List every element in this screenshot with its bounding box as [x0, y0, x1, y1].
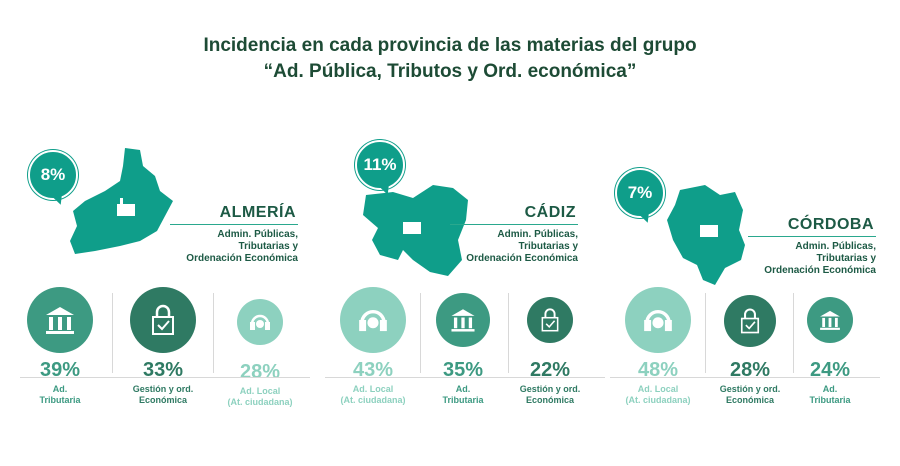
- stat-label: (At. ciudadana): [340, 395, 406, 405]
- stat-label: Económica: [725, 395, 774, 405]
- stat-percent: 24%: [809, 359, 851, 381]
- province-subtitle-line: Ordenación Económica: [186, 253, 298, 264]
- stat-item: 28% Gestión y ord. Económica: [710, 287, 790, 406]
- headset-icon: [237, 299, 283, 345]
- stat-item: 28% Ad. Local (At. ciudadana): [220, 287, 300, 408]
- lock-icon: [527, 297, 573, 343]
- headset-icon: [340, 287, 406, 353]
- stat-item: 48% Ad. Local (At. ciudadana): [618, 287, 698, 406]
- courthouse-icon: [436, 293, 490, 347]
- stat-item: 39% Ad. Tributaria: [20, 287, 100, 406]
- stat-label: Gestión y ord.: [132, 384, 194, 394]
- province-subtitle-line: Ordenación Económica: [466, 253, 578, 264]
- province-subtitle-line: Ordenación Económica: [764, 265, 876, 276]
- stat-label: Ad.: [822, 384, 838, 394]
- stat-percent: 48%: [637, 359, 679, 381]
- stat-label: (At. ciudadana): [227, 397, 293, 407]
- province-subtitle-line: Admin. Públicas,: [217, 229, 298, 240]
- stat-percent: 43%: [352, 359, 394, 381]
- stat-label: Ad.: [52, 384, 68, 394]
- province-panel-cadiz: 11% CÁDIZ Admin. Públicas, Tributarias y…: [325, 130, 615, 460]
- stat-label: Gestión y ord.: [519, 384, 581, 394]
- stat-item: 33% Gestión y ord. Económica: [123, 287, 203, 406]
- stat-percent: 35%: [442, 359, 484, 381]
- province-name: CÓRDOBA: [748, 216, 876, 237]
- stat-percent: 22%: [529, 359, 571, 381]
- stat-percent: 39%: [39, 359, 81, 381]
- stat-item: 24% Ad. Tributaria: [790, 287, 870, 406]
- province-name: CÁDIZ: [450, 204, 578, 225]
- percent-bubble: 11%: [355, 140, 405, 190]
- province-subtitle-line: Tributarias y: [238, 241, 298, 252]
- province-panel-cordoba: 7% CÓRDOBA Admin. Públicas, Tributarias …: [610, 130, 900, 460]
- province-name: ALMERÍA: [170, 204, 298, 225]
- stat-item: 35% Ad. Tributaria: [423, 287, 503, 406]
- stat-label: Gestión y ord.: [719, 384, 781, 394]
- page-title-line-1: Incidencia en cada provincia de las mate…: [203, 35, 697, 56]
- percent-bubble: 8%: [28, 150, 78, 200]
- stat-label: Ad. Local: [637, 384, 679, 394]
- province-subtitle-line: Admin. Públicas,: [795, 241, 876, 252]
- stat-label: Ad.: [455, 384, 471, 394]
- page-title-line-2: “Ad. Pública, Tributos y Ord. económica”: [263, 61, 637, 82]
- province-subtitle-line: Tributarias y: [816, 253, 876, 264]
- courthouse-icon: [807, 297, 853, 343]
- stat-label: Tributaria: [39, 395, 81, 405]
- lock-icon: [130, 287, 196, 353]
- stat-percent: 28%: [239, 361, 281, 383]
- stat-label: (At. ciudadana): [625, 395, 691, 405]
- stat-label: Tributaria: [809, 395, 851, 405]
- almeria-map-icon: [70, 148, 173, 254]
- stat-label: Económica: [525, 395, 574, 405]
- headset-icon: [625, 287, 691, 353]
- stat-label: Ad. Local: [352, 384, 394, 394]
- stat-item: 43% Ad. Local (At. ciudadana): [333, 287, 413, 406]
- province-panel-almeria: 8% ALMERÍA Admin. Públicas, Tributarias …: [20, 130, 310, 460]
- province-subtitle-line: Tributarias y: [518, 241, 578, 252]
- stat-label: Económica: [138, 395, 187, 405]
- stat-percent: 33%: [142, 359, 184, 381]
- province-subtitle-line: Admin. Públicas,: [497, 229, 578, 240]
- cordoba-map-icon: [667, 185, 745, 285]
- cadiz-map-icon: [363, 185, 468, 276]
- lock-icon: [724, 295, 776, 347]
- courthouse-icon: [27, 287, 93, 353]
- stat-item: 22% Gestión y ord. Económica: [510, 287, 590, 406]
- stat-percent: 28%: [729, 359, 771, 381]
- stat-label: Tributaria: [442, 395, 484, 405]
- percent-bubble: 7%: [615, 168, 665, 218]
- stat-label: Ad. Local: [239, 386, 281, 396]
